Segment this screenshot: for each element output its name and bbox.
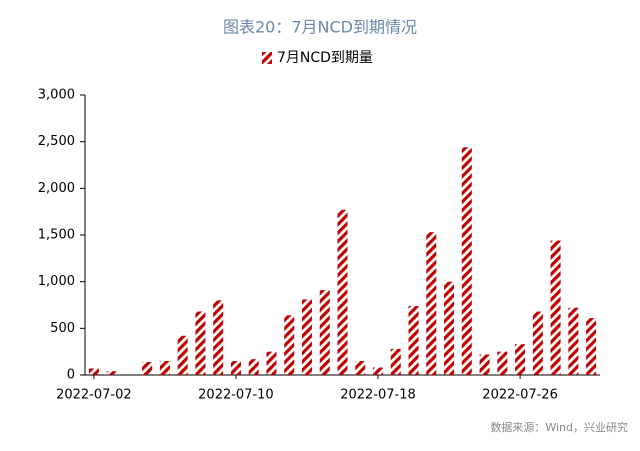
bar [337,209,348,375]
x-tick-label: 2022-07-26 [482,388,558,403]
y-tick-label: 1,000 [38,274,75,289]
bar [532,311,543,375]
bar [444,281,455,375]
x-tick-label: 2022-07-18 [340,388,416,403]
bar [461,147,472,375]
bar [266,351,277,375]
x-tick-label: 2022-07-10 [198,388,274,403]
chart-title: 图表20：7月NCD到期情况 [223,18,417,37]
source-note: 数据来源：Wind，兴业研究 [490,420,628,434]
bar [426,232,437,375]
bar [177,335,188,375]
y-tick-label: 2,500 [38,134,75,149]
bar [586,318,597,375]
bar [568,307,579,375]
bar [106,371,117,375]
bar [479,354,490,375]
bar [301,299,312,375]
y-tick-label: 3,000 [38,88,75,103]
bar [213,300,224,375]
bar [497,351,508,375]
bar [88,368,99,375]
bar [284,315,295,375]
bar [248,359,259,375]
bar [390,348,401,375]
legend-label: 7月NCD到期量 [277,50,373,66]
y-tick-label: 0 [67,368,75,383]
bar [408,305,419,375]
x-tick-label: 2022-07-02 [56,388,132,403]
bar [159,361,170,375]
y-tick-label: 1,500 [38,228,75,243]
bar [142,361,153,375]
bar [230,361,241,375]
y-tick-label: 2,000 [38,181,75,196]
bar [550,240,561,375]
bar [373,367,384,375]
y-tick-label: 500 [50,321,75,336]
bar [319,290,330,375]
bar [515,344,526,375]
bar [355,361,366,375]
bar [195,311,206,375]
legend-swatch [262,52,272,64]
